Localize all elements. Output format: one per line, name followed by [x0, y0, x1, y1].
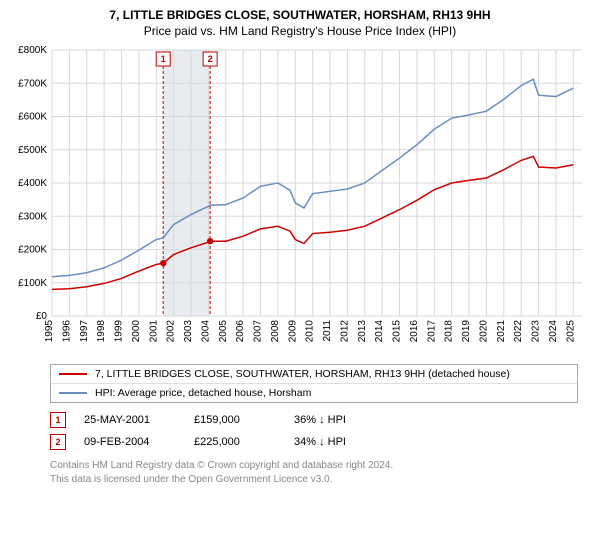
- svg-text:2005: 2005: [218, 320, 229, 343]
- svg-text:2000: 2000: [131, 320, 142, 343]
- sale-row: 1 25-MAY-2001 £159,000 36% ↓ HPI: [50, 409, 578, 431]
- line-chart-svg: £0£100K£200K£300K£400K£500K£600K£700K£80…: [10, 44, 590, 354]
- svg-text:2017: 2017: [426, 320, 437, 343]
- svg-text:2: 2: [208, 54, 213, 64]
- svg-text:2022: 2022: [513, 320, 524, 343]
- svg-text:2014: 2014: [374, 320, 385, 343]
- svg-text:2008: 2008: [270, 320, 281, 343]
- svg-text:1997: 1997: [79, 320, 90, 343]
- svg-text:2013: 2013: [357, 320, 368, 343]
- svg-text:2024: 2024: [548, 320, 559, 343]
- svg-text:2020: 2020: [478, 320, 489, 343]
- footer-line: This data is licensed under the Open Gov…: [50, 473, 578, 487]
- svg-text:£700K: £700K: [18, 78, 47, 89]
- svg-text:£200K: £200K: [18, 245, 47, 256]
- svg-text:2011: 2011: [322, 320, 333, 342]
- legend-label: HPI: Average price, detached house, Hors…: [95, 387, 311, 399]
- svg-text:2021: 2021: [496, 320, 507, 343]
- svg-text:2006: 2006: [235, 320, 246, 343]
- legend-box: 7, LITTLE BRIDGES CLOSE, SOUTHWATER, HOR…: [50, 364, 578, 403]
- svg-text:2004: 2004: [200, 320, 211, 343]
- svg-text:1999: 1999: [114, 320, 125, 343]
- svg-text:£600K: £600K: [18, 112, 47, 123]
- sale-date: 25-MAY-2001: [84, 414, 194, 426]
- svg-text:2002: 2002: [166, 320, 177, 343]
- svg-text:1995: 1995: [44, 320, 55, 343]
- svg-text:2010: 2010: [305, 320, 316, 343]
- svg-text:£400K: £400K: [18, 178, 47, 189]
- sale-hpi-delta: 34% ↓ HPI: [294, 436, 578, 448]
- svg-text:£800K: £800K: [18, 45, 47, 56]
- svg-text:2001: 2001: [148, 320, 159, 343]
- svg-text:2003: 2003: [183, 320, 194, 343]
- footer-line: Contains HM Land Registry data © Crown c…: [50, 459, 578, 473]
- legend-swatch: [59, 373, 87, 375]
- svg-text:1996: 1996: [61, 320, 72, 343]
- chart-container: { "title": "7, LITTLE BRIDGES CLOSE, SOU…: [0, 0, 600, 496]
- svg-text:2007: 2007: [253, 320, 264, 343]
- sale-date: 09-FEB-2004: [84, 436, 194, 448]
- svg-text:1998: 1998: [96, 320, 107, 343]
- sale-marker-icon: 1: [50, 412, 66, 428]
- legend-item-price-paid: 7, LITTLE BRIDGES CLOSE, SOUTHWATER, HOR…: [51, 365, 577, 383]
- svg-text:£100K: £100K: [18, 278, 47, 289]
- sale-hpi-delta: 36% ↓ HPI: [294, 414, 578, 426]
- svg-text:2012: 2012: [339, 320, 350, 343]
- footer-attribution: Contains HM Land Registry data © Crown c…: [50, 459, 578, 486]
- svg-text:2018: 2018: [444, 320, 455, 343]
- svg-text:£500K: £500K: [18, 145, 47, 156]
- sales-list: 1 25-MAY-2001 £159,000 36% ↓ HPI 2 09-FE…: [50, 409, 578, 453]
- svg-text:2023: 2023: [531, 320, 542, 343]
- svg-text:2025: 2025: [565, 320, 576, 343]
- svg-text:2015: 2015: [392, 320, 403, 343]
- svg-text:2016: 2016: [409, 320, 420, 343]
- legend-item-hpi: HPI: Average price, detached house, Hors…: [51, 383, 577, 402]
- sale-row: 2 09-FEB-2004 £225,000 34% ↓ HPI: [50, 431, 578, 453]
- legend-label: 7, LITTLE BRIDGES CLOSE, SOUTHWATER, HOR…: [95, 368, 510, 380]
- legend-swatch: [59, 392, 87, 394]
- sale-marker-icon: 2: [50, 434, 66, 450]
- svg-text:1: 1: [161, 54, 166, 64]
- chart-plot-area: £0£100K£200K£300K£400K£500K£600K£700K£80…: [10, 44, 590, 354]
- svg-text:£300K: £300K: [18, 211, 47, 222]
- chart-title: 7, LITTLE BRIDGES CLOSE, SOUTHWATER, HOR…: [10, 8, 590, 22]
- sale-price: £225,000: [194, 436, 294, 448]
- sale-price: £159,000: [194, 414, 294, 426]
- chart-subtitle: Price paid vs. HM Land Registry's House …: [10, 24, 590, 38]
- svg-text:2009: 2009: [287, 320, 298, 343]
- svg-text:2019: 2019: [461, 320, 472, 343]
